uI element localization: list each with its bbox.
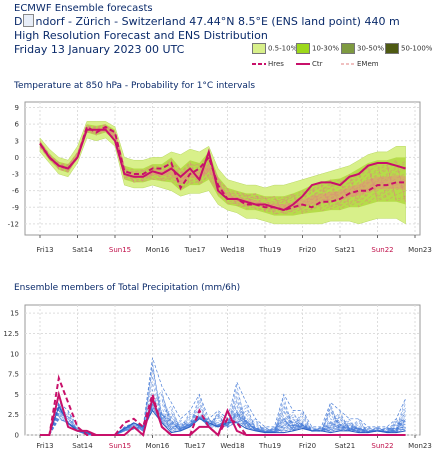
precip-ytick-label: 5 bbox=[15, 391, 19, 399]
legend-swatch-1 bbox=[252, 43, 266, 54]
precip-xtick-label: Sun22 bbox=[371, 442, 393, 450]
legend-swatch-2 bbox=[296, 43, 310, 54]
precip-xtick-label: Tue17 bbox=[184, 442, 206, 450]
temp-xtick-label: Fri20 bbox=[299, 246, 316, 254]
temp-band-10-30 bbox=[40, 124, 406, 216]
legend-hres-line-icon bbox=[252, 63, 266, 65]
legend-ctr-line-icon bbox=[296, 63, 310, 65]
temp-xtick-label: Thu19 bbox=[258, 246, 281, 254]
temp-xtick-label: Fri13 bbox=[36, 246, 53, 254]
temp-ytick-label: 6 bbox=[15, 121, 20, 129]
legend-emem: EMem bbox=[341, 60, 379, 68]
header-line-4: Friday 13 January 2023 00 UTC bbox=[14, 43, 185, 56]
temp-ytick-label: -3 bbox=[12, 171, 19, 179]
precip-ctr-line bbox=[40, 390, 406, 437]
temp-xtick-label: Sat21 bbox=[335, 246, 355, 254]
temp-hres-line bbox=[39, 125, 406, 212]
temp-ytick-label: -6 bbox=[12, 187, 20, 195]
precip-ens-member-line bbox=[40, 376, 406, 436]
temp-xtick-label: Mon23 bbox=[408, 246, 432, 254]
temp-ens-member-line bbox=[39, 124, 406, 212]
temp-ens-member-line bbox=[39, 124, 406, 212]
precip-ytick-label: 15 bbox=[10, 310, 19, 318]
precip-xtick-label: Sun15 bbox=[109, 442, 131, 450]
temp-ens-member-line bbox=[39, 124, 406, 210]
header-line-1: ECMWF Ensemble forecasts bbox=[14, 3, 153, 14]
precip-xtick-label: Thu19 bbox=[258, 442, 281, 450]
precip-ytick-label: 10 bbox=[10, 350, 19, 358]
precip-xtick-label: Mon16 bbox=[146, 442, 170, 450]
temp-ytick-label: -12 bbox=[8, 220, 19, 228]
precip-ytick-label: 7.5 bbox=[8, 371, 19, 379]
temp-ytick-label: 9 bbox=[15, 104, 19, 112]
temp-xtick-label: Sat14 bbox=[72, 246, 93, 254]
temperature-chart-title: Temperature at 850 hPa - Probability for… bbox=[14, 81, 256, 91]
precip-xtick-label: Sat14 bbox=[72, 442, 93, 450]
location-suffix: ndorf - Zürich - Switzerland 47.44°N 8.5… bbox=[35, 15, 400, 28]
legend-prob-4: 50-100% bbox=[385, 43, 432, 54]
temp-xtick-label: Wed18 bbox=[220, 246, 244, 254]
precip-xtick-label: Fri13 bbox=[36, 442, 53, 450]
temp-ens-member-line bbox=[39, 123, 406, 211]
precip-xtick-label: Fri20 bbox=[299, 442, 316, 450]
legend-swatch-3 bbox=[341, 43, 355, 54]
temp-ytick-label: -9 bbox=[12, 204, 19, 212]
legend-emem-line-icon bbox=[341, 63, 355, 65]
ecmwf-logo-icon bbox=[23, 14, 35, 27]
precip-ytick-label: 2.5 bbox=[8, 411, 19, 419]
precip-ens-member-line bbox=[40, 389, 406, 436]
temp-xtick-label: Sun22 bbox=[371, 246, 393, 254]
temp-xtick-label: Sun15 bbox=[109, 246, 131, 254]
location-prefix: D bbox=[14, 15, 23, 28]
precip-ytick-label: 0 bbox=[15, 432, 19, 440]
temp-xtick-label: Tue17 bbox=[184, 246, 206, 254]
legend-prob-2: 10-30% bbox=[296, 43, 339, 54]
precipitation-chart-title: Ensemble members of Total Precipitation … bbox=[14, 283, 241, 293]
precip-xtick-label: Wed18 bbox=[220, 442, 244, 450]
legend-hres: Hres bbox=[252, 60, 284, 68]
temp-ytick-label: 0 bbox=[15, 154, 19, 162]
temp-ctr-line bbox=[39, 128, 406, 212]
precip-ytick-label: 12.5 bbox=[3, 330, 19, 338]
precip-xtick-label: Sat21 bbox=[335, 442, 355, 450]
temp-ens-member-line bbox=[39, 123, 406, 211]
precip-xtick-label: Mon23 bbox=[408, 442, 432, 450]
precip-plot-frame bbox=[24, 304, 421, 436]
legend-prob-3: 30-50% bbox=[341, 43, 384, 54]
temp-xtick-label: Mon16 bbox=[146, 246, 170, 254]
legend-prob-1: 0.5-10% bbox=[252, 43, 297, 54]
temp-ens-member-line bbox=[39, 125, 406, 212]
temp-ytick-label: 3 bbox=[15, 137, 19, 145]
header-line-3: High Resolution Forecast and ENS Distrib… bbox=[14, 29, 268, 42]
legend-swatch-4 bbox=[385, 43, 399, 54]
temp-ens-member-line bbox=[39, 129, 406, 215]
legend-ctr: Ctr bbox=[296, 60, 323, 68]
